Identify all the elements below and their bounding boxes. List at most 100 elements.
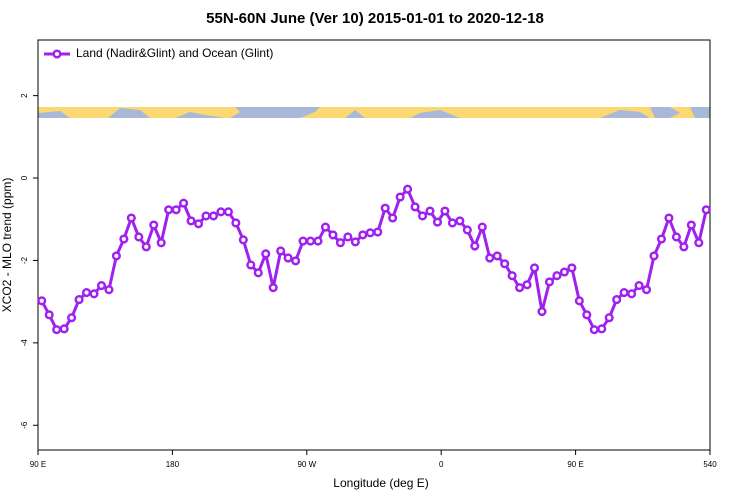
data-point <box>246 260 256 270</box>
data-point <box>544 277 555 287</box>
data-point <box>507 271 517 281</box>
data-point <box>74 295 84 305</box>
x-tick-label: 90 W <box>297 460 316 469</box>
data-point <box>597 324 607 334</box>
data-point <box>395 192 405 202</box>
data-point <box>44 310 54 320</box>
data-point <box>567 263 577 273</box>
data-point <box>649 251 659 261</box>
data-point <box>634 281 644 291</box>
data-point <box>276 246 286 256</box>
data-point <box>664 213 674 223</box>
data-point <box>559 267 569 277</box>
data-point <box>253 268 263 278</box>
y-tick-label: -2 <box>20 256 29 264</box>
data-point <box>223 207 233 217</box>
data-point <box>328 230 338 240</box>
data-point <box>604 313 614 323</box>
x-tick-label: 90 E <box>30 460 46 469</box>
data-point <box>612 295 622 305</box>
y-tick-label: -6 <box>20 421 29 429</box>
data-point <box>96 281 107 291</box>
data-point <box>522 280 532 290</box>
data-point <box>89 289 99 299</box>
data-point <box>156 238 166 248</box>
data-point <box>529 263 540 273</box>
data-point <box>320 222 331 232</box>
y-tick-label: 2 <box>20 93 29 98</box>
map-land <box>38 107 710 118</box>
data-point <box>208 211 219 221</box>
data-point <box>425 206 435 216</box>
x-axis-label: Longitude (deg E) <box>333 476 428 490</box>
data-point <box>455 216 465 226</box>
map-ocean <box>38 107 710 118</box>
data-point <box>164 205 174 215</box>
data-point <box>261 249 271 259</box>
data-point <box>81 288 92 298</box>
y-tick-label: -4 <box>20 339 29 347</box>
data-point <box>477 222 487 232</box>
data-point <box>417 211 428 221</box>
data-point <box>686 220 696 230</box>
data-point <box>313 236 323 246</box>
data-point <box>305 236 316 246</box>
data-point <box>462 225 472 235</box>
map-strip <box>38 107 710 118</box>
data-point <box>343 232 353 242</box>
data-point <box>373 227 383 237</box>
data-point <box>679 242 689 252</box>
data-point <box>126 213 136 223</box>
x-tick-label: 90 E <box>567 460 583 469</box>
data-point <box>403 184 413 194</box>
data-point <box>641 285 652 295</box>
data-point <box>298 236 308 246</box>
data-point <box>291 256 301 266</box>
x-tick-label: 180 <box>166 460 180 469</box>
chart-title: 55N-60N June (Ver 10) 2015-01-01 to 2020… <box>206 10 544 27</box>
data-point <box>350 237 360 247</box>
series-line <box>40 186 708 332</box>
data-point <box>432 217 443 227</box>
data-point <box>104 285 114 295</box>
data-point <box>111 251 121 261</box>
data-point <box>365 228 375 238</box>
data-point <box>656 234 667 244</box>
data-point <box>171 205 181 215</box>
data-point <box>694 238 704 248</box>
y-tick-label: 0 <box>20 175 29 180</box>
data-point <box>216 207 226 217</box>
data-point <box>193 219 204 229</box>
data-point <box>627 289 637 299</box>
data-point <box>268 283 278 293</box>
data-point <box>671 232 681 242</box>
data-point <box>52 325 62 335</box>
data-point <box>149 220 159 230</box>
data-point <box>440 206 450 216</box>
data-point <box>701 205 711 215</box>
data-point <box>358 230 368 240</box>
data-point <box>388 213 398 223</box>
data-point <box>119 234 129 244</box>
data-point <box>537 306 547 317</box>
x-tick-label: 540 <box>703 460 717 469</box>
data-point <box>67 313 77 323</box>
data-point <box>37 296 47 306</box>
data-point <box>447 218 457 228</box>
data-point <box>410 202 420 212</box>
data-point <box>231 218 241 228</box>
data-point <box>574 296 584 306</box>
data-point <box>515 283 525 293</box>
legend-marker <box>52 49 62 59</box>
x-tick-label: 0 <box>439 460 444 469</box>
data-point <box>619 288 629 298</box>
data-point <box>141 242 151 252</box>
data-point <box>238 235 248 245</box>
data-point <box>134 232 144 242</box>
data-point <box>492 251 502 261</box>
y-axis-label: XCO2 - MLO trend (ppm) <box>0 178 14 313</box>
data-point <box>59 324 69 334</box>
data-point <box>283 253 293 263</box>
data-point <box>582 310 592 320</box>
